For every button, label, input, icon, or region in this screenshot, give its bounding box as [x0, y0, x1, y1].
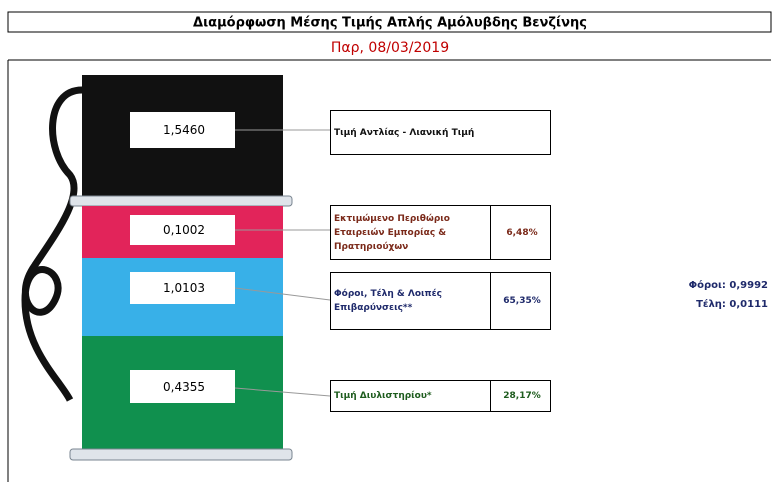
connectors	[234, 129, 331, 397]
breakdown-value: 0,0111	[729, 299, 768, 310]
label-box: Τιμή Αντλίας - Λιανική Τιμή	[330, 110, 551, 155]
pump-strip	[69, 195, 293, 207]
share-box: 28,17%	[490, 380, 551, 412]
breakdown-row: Φόροι: 0,9992	[640, 276, 768, 295]
breakdown-value: 0,9992	[729, 280, 768, 291]
share-box: 6,48%	[490, 205, 551, 260]
breakdown: Φόροι: 0,9992 Τέλη: 0,0111	[640, 276, 768, 314]
hose	[21, 86, 83, 402]
breakdown-label: Φόροι:	[688, 280, 726, 291]
date: Παρ, 08/03/2019	[331, 40, 449, 56]
connector	[234, 387, 331, 397]
share-box: 65,35%	[490, 272, 551, 330]
label-box: Τιμή Διυλιστηρίου*	[330, 380, 491, 412]
value-box: 1,5460	[130, 112, 235, 148]
connector	[234, 287, 331, 301]
value-box: 1,0103	[130, 272, 235, 304]
label-box: Εκτιμώμενο Περιθώριο Εταιρειών Εμπορίας …	[330, 205, 491, 260]
pump-strip	[69, 448, 293, 461]
value-box: 0,4355	[130, 370, 235, 403]
breakdown-label: Τέλη:	[696, 299, 726, 310]
value-box: 0,1002	[130, 215, 235, 245]
title-bar	[7, 11, 772, 33]
title: Διαμόρφωση Μέσης Τιμής Απλής Αμόλυβδης Β…	[193, 16, 587, 31]
label-box: Φόροι, Τέλη & Λοιπές Επιβαρύνσεις**	[330, 272, 491, 330]
breakdown-row: Τέλη: 0,0111	[640, 295, 768, 314]
